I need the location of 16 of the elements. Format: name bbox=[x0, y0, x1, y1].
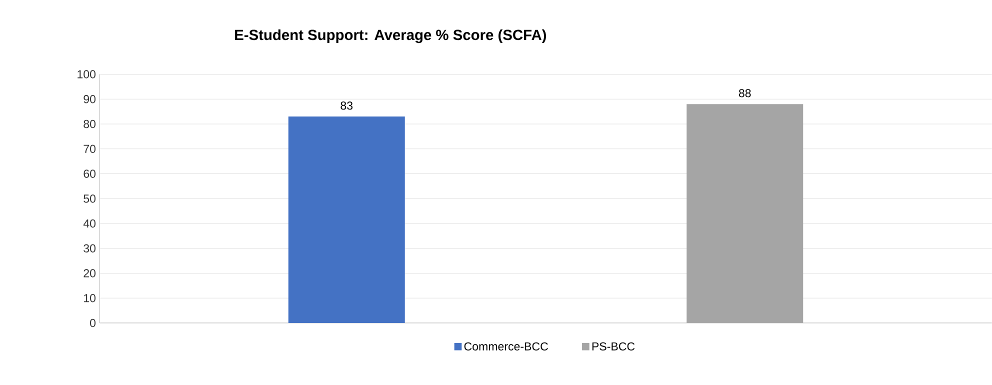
y-tick-label: 20 bbox=[84, 269, 96, 278]
y-tick-label: 80 bbox=[84, 120, 96, 128]
y-tick-label: 50 bbox=[84, 194, 96, 203]
chart-title: E-Student Support: Average % Score (SCFA) bbox=[235, 29, 546, 44]
legend-label: Commerce-BCC bbox=[464, 342, 548, 351]
y-tick-label: 40 bbox=[83, 219, 96, 228]
y-tick-label: 60 bbox=[84, 170, 96, 178]
data-label: 88 bbox=[738, 89, 751, 98]
legend-label: PS-BCC bbox=[592, 342, 635, 351]
y-tick-label: 90 bbox=[84, 95, 96, 104]
y-tick-label: 70 bbox=[84, 144, 96, 154]
y-tick-label: 30 bbox=[84, 244, 96, 252]
y-tick-label: 10 bbox=[84, 294, 96, 302]
y-tick-label: 0 bbox=[90, 318, 96, 328]
y-tick-label: 100 bbox=[78, 70, 96, 78]
data-label: 83 bbox=[340, 102, 353, 110]
